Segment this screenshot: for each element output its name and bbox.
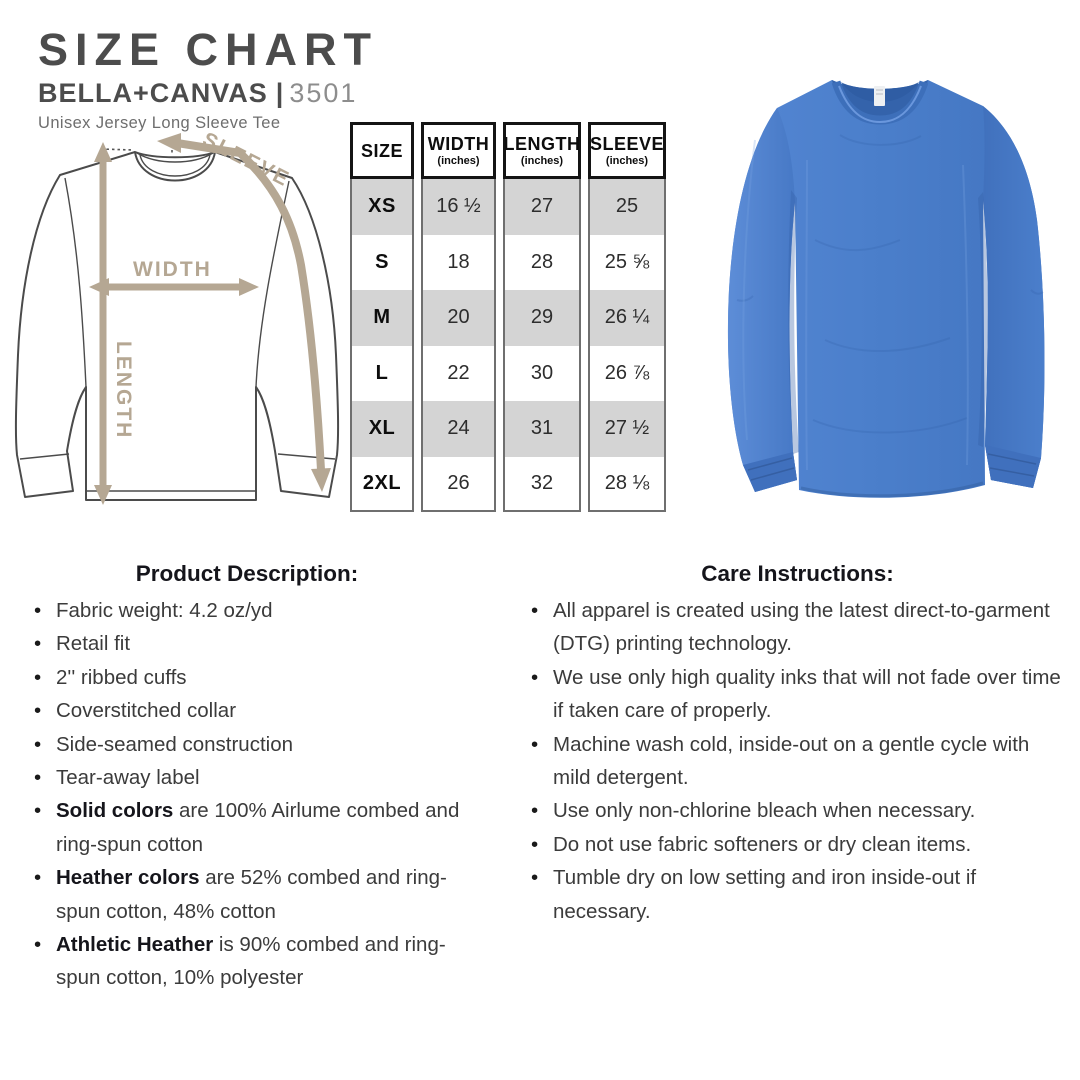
table-row-2xl-sleeve: 28 ⅛ bbox=[588, 456, 666, 512]
tee-shadow-left bbox=[788, 190, 799, 454]
table-row-xl-size: XL bbox=[350, 401, 414, 457]
armhole-seam-left bbox=[64, 177, 87, 388]
size-table-header-width: WIDTH (inches) bbox=[421, 122, 496, 179]
care-instructions-column: Care Instructions: All apparel is create… bbox=[525, 561, 1070, 928]
width-label: WIDTH bbox=[133, 258, 212, 281]
care-instructions-list: All apparel is created using the latest … bbox=[525, 594, 1070, 928]
brand-row: BELLA+CANVAS | 3501 bbox=[38, 78, 378, 109]
list-item: Tear-away label bbox=[28, 761, 466, 795]
size-table-header-sleeve: SLEEVE (inches) bbox=[588, 122, 666, 179]
list-item: Machine wash cold, inside-out on a gentl… bbox=[525, 728, 1070, 795]
table-row-s-width: 18 bbox=[421, 234, 496, 290]
tee-shadow-right bbox=[978, 192, 988, 447]
tee-cuff-rib-r1 bbox=[987, 453, 1037, 465]
table-row-s-length: 28 bbox=[503, 234, 581, 290]
tee-hem bbox=[800, 481, 984, 498]
product-subtitle: Unisex Jersey Long Sleeve Tee bbox=[38, 113, 281, 132]
product-description-column: Product Description: Fabric weight: 4.2 … bbox=[28, 561, 466, 995]
tee-collar-band bbox=[831, 80, 929, 125]
size-table-header-length: LENGTH (inches) bbox=[503, 122, 581, 179]
length-arrow bbox=[94, 142, 112, 505]
table-row-xl-width: 24 bbox=[421, 401, 496, 457]
table-row-l-size: L bbox=[350, 345, 414, 401]
page-title: SIZE CHART bbox=[38, 24, 378, 75]
brand-name: BELLA+CANVAS bbox=[38, 78, 268, 109]
tee-sleeve-left bbox=[727, 108, 797, 492]
length-label: LENGTH bbox=[112, 341, 135, 439]
brand-separator: | bbox=[275, 78, 284, 109]
product-description-list: Fabric weight: 4.2 oz/yd Retail fit 2'' … bbox=[28, 594, 466, 995]
shirt-measurement-diagram: WIDTH LENGTH SLEEVE bbox=[14, 128, 340, 505]
table-row-xl-length: 31 bbox=[503, 401, 581, 457]
list-item: Do not use fabric softeners or dry clean… bbox=[525, 828, 1070, 862]
list-item: Retail fit bbox=[28, 627, 466, 661]
table-row-xl-sleeve: 27 ½ bbox=[588, 401, 666, 457]
table-row-2xl-width: 26 bbox=[421, 456, 496, 512]
table-row-2xl-size: 2XL bbox=[350, 456, 414, 512]
table-row-xs-width: 16 ½ bbox=[421, 179, 496, 235]
size-table-header-size: SIZE bbox=[350, 122, 414, 179]
collar-back-line bbox=[136, 152, 214, 163]
list-item: Side-seamed construction bbox=[28, 728, 466, 762]
width-arrow bbox=[89, 278, 259, 296]
sleeve-arrow bbox=[157, 133, 331, 492]
table-row-m-size: M bbox=[350, 290, 414, 346]
table-row-xs-size: XS bbox=[350, 179, 414, 235]
tee-collar-highlight bbox=[838, 85, 922, 124]
tee-highlights bbox=[742, 139, 969, 471]
tee-cuff-rib-l1 bbox=[747, 457, 793, 471]
model-number: 3501 bbox=[289, 78, 358, 109]
blue-shirt-photo bbox=[727, 80, 1045, 498]
tee-sleeve-right bbox=[983, 106, 1045, 488]
tee-wrinkles bbox=[736, 134, 1044, 434]
table-row-m-width: 20 bbox=[421, 290, 496, 346]
table-row-l-length: 30 bbox=[503, 345, 581, 401]
tee-neck-label bbox=[874, 86, 885, 106]
list-item: Fabric weight: 4.2 oz/yd bbox=[28, 594, 466, 628]
tee-body bbox=[727, 80, 1045, 498]
tee-cuff-rib-r2 bbox=[989, 467, 1035, 477]
size-table: SIZE WIDTH (inches) LENGTH (inches) SLEE… bbox=[350, 122, 666, 512]
table-row-m-length: 29 bbox=[503, 290, 581, 346]
list-item: Tumble dry on low setting and iron insid… bbox=[525, 861, 1070, 928]
table-row-xs-sleeve: 25 bbox=[588, 179, 666, 235]
table-row-s-sleeve: 25 ⅝ bbox=[588, 234, 666, 290]
table-row-2xl-length: 32 bbox=[503, 456, 581, 512]
list-item: Coverstitched collar bbox=[28, 694, 466, 728]
table-row-s-size: S bbox=[350, 234, 414, 290]
cuff-line-right bbox=[277, 453, 336, 460]
list-item: Athletic Heather is 90% combed and ring-… bbox=[28, 928, 466, 995]
table-row-xs-length: 27 bbox=[503, 179, 581, 235]
list-item: Solid colors are 100% Airlume combed and… bbox=[28, 794, 466, 861]
care-instructions-heading: Care Instructions: bbox=[701, 561, 894, 586]
tee-cuff-rib-l2 bbox=[750, 467, 795, 481]
cuff-line-left bbox=[19, 453, 70, 460]
table-row-l-sleeve: 26 ⅞ bbox=[588, 345, 666, 401]
collar-outline bbox=[134, 151, 216, 182]
product-description-heading: Product Description: bbox=[135, 561, 359, 586]
list-item: Heather colors are 52% combed and ring-s… bbox=[28, 861, 466, 928]
list-item: 2'' ribbed cuffs bbox=[28, 661, 466, 695]
collar-inner-line bbox=[139, 154, 211, 177]
table-row-m-sleeve: 26 ¼ bbox=[588, 290, 666, 346]
table-row-l-width: 22 bbox=[421, 345, 496, 401]
list-item: All apparel is created using the latest … bbox=[525, 594, 1070, 661]
list-item: Use only non-chlorine bleach when necess… bbox=[525, 794, 1070, 828]
shirt-outline bbox=[14, 151, 340, 501]
title-block: SIZE CHART BELLA+CANVAS | 3501 Unisex Jers… bbox=[38, 26, 378, 133]
list-item: We use only high quality inks that will … bbox=[525, 661, 1070, 728]
tee-cuff-left bbox=[743, 452, 797, 492]
